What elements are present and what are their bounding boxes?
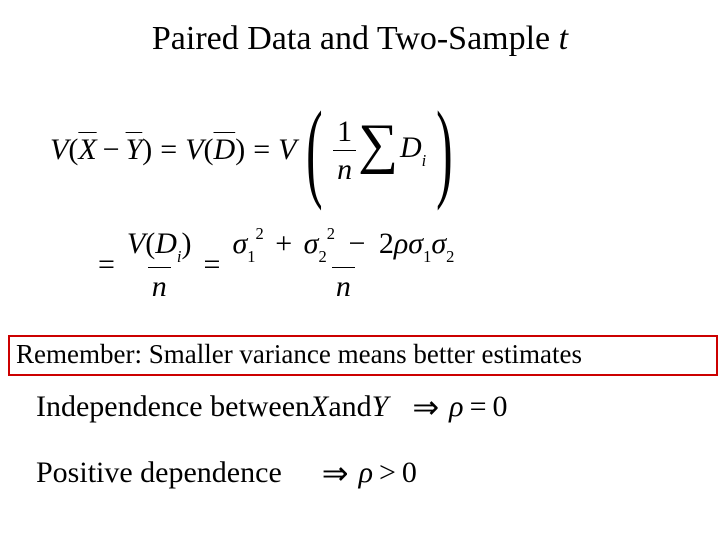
positive-dependence-line: Positive dependence ⇒ ρ > 0 — [36, 454, 417, 492]
Ybar: Y — [126, 133, 143, 167]
den-n-3: n — [332, 267, 355, 303]
lp-2: ( — [204, 133, 214, 167]
den-n-2: n — [148, 267, 171, 303]
eq-5: = — [470, 390, 487, 424]
coef2: 2 — [379, 227, 394, 260]
sub1-1: 1 — [247, 247, 255, 266]
equation-block: V ( X − Y ) = V ( D ) = V ( 1 n ∑ Di ) =… — [50, 90, 463, 320]
minus-1: − — [103, 133, 120, 167]
remember-box: Remember: Smaller variance means better … — [8, 335, 718, 376]
sigma1b: σ — [408, 227, 423, 260]
eq-3: = — [98, 248, 115, 282]
sub2-2: 2 — [446, 247, 454, 266]
arrow-icon-1: ⇒ — [412, 388, 439, 426]
i-1: i — [422, 151, 427, 170]
Di-term: Di — [400, 131, 426, 169]
sub2-1: 2 — [318, 247, 326, 266]
rho-1: ρ — [394, 227, 408, 260]
D-1: D — [400, 131, 422, 164]
indep-X: X — [310, 390, 328, 424]
sigma2: σ — [304, 227, 319, 260]
zero-1: 0 — [493, 390, 508, 424]
equation-row-1: V ( X − Y ) = V ( D ) = V ( 1 n ∑ Di ) — [50, 90, 463, 210]
den-n: n — [333, 150, 356, 186]
indep-and: and — [328, 390, 371, 424]
indep-Y: Y — [372, 390, 389, 424]
Xbar: X — [78, 133, 96, 167]
num-1: 1 — [333, 115, 356, 150]
eq-4: = — [204, 248, 221, 282]
arrow-icon-2: ⇒ — [322, 454, 349, 492]
rho-2: ρ — [449, 390, 463, 424]
sigma2b: σ — [431, 227, 446, 260]
V-4: V — [127, 227, 145, 260]
lp-3: ( — [145, 227, 155, 260]
eq-1: = — [160, 133, 177, 167]
D-2: D — [155, 227, 177, 260]
frac-sigma-expr: σ12 + σ22 − 2ρσ1σ2 n — [228, 227, 458, 302]
title-text: Paired Data and Two-Sample — [152, 20, 559, 57]
zero-2: 0 — [402, 456, 417, 490]
frac-1-over-n: 1 n — [333, 115, 356, 186]
rp-2: ) — [235, 133, 245, 167]
eq-2: = — [253, 133, 270, 167]
title-italic-t: t — [559, 20, 568, 57]
equation-row-2: = V(Di) n = σ12 + σ22 − 2ρσ1σ2 n — [90, 210, 463, 320]
sum-icon: ∑ — [358, 112, 398, 176]
i-2: i — [177, 247, 182, 266]
gt: > — [379, 456, 396, 490]
V-1: V — [50, 133, 68, 167]
independence-line: Independence between X and Y ⇒ ρ = 0 — [36, 388, 508, 426]
frac-VDi-over-n: V(Di) n — [123, 227, 196, 302]
Dbar: D — [214, 133, 236, 167]
num-VDi: V(Di) — [123, 227, 196, 266]
plus: + — [275, 227, 292, 260]
sup2-2: 2 — [327, 224, 335, 243]
rho-3: ρ — [359, 456, 373, 490]
indep-pre: Independence between — [36, 390, 310, 424]
sigma-numerator: σ12 + σ22 − 2ρσ1σ2 — [228, 227, 458, 266]
V-2: V — [185, 133, 203, 167]
minus-2: − — [348, 227, 365, 260]
lp-1: ( — [68, 133, 78, 167]
sub1-2: 1 — [423, 247, 431, 266]
sup2-1: 2 — [255, 224, 263, 243]
remember-text: Remember: Smaller variance means better … — [16, 339, 582, 369]
V-3: V — [278, 133, 296, 167]
rp-3: ) — [182, 227, 192, 260]
rp-1: ) — [142, 133, 152, 167]
pos-text: Positive dependence — [36, 456, 282, 490]
page-title: Paired Data and Two-Sample t — [0, 20, 720, 58]
sigma1: σ — [232, 227, 247, 260]
